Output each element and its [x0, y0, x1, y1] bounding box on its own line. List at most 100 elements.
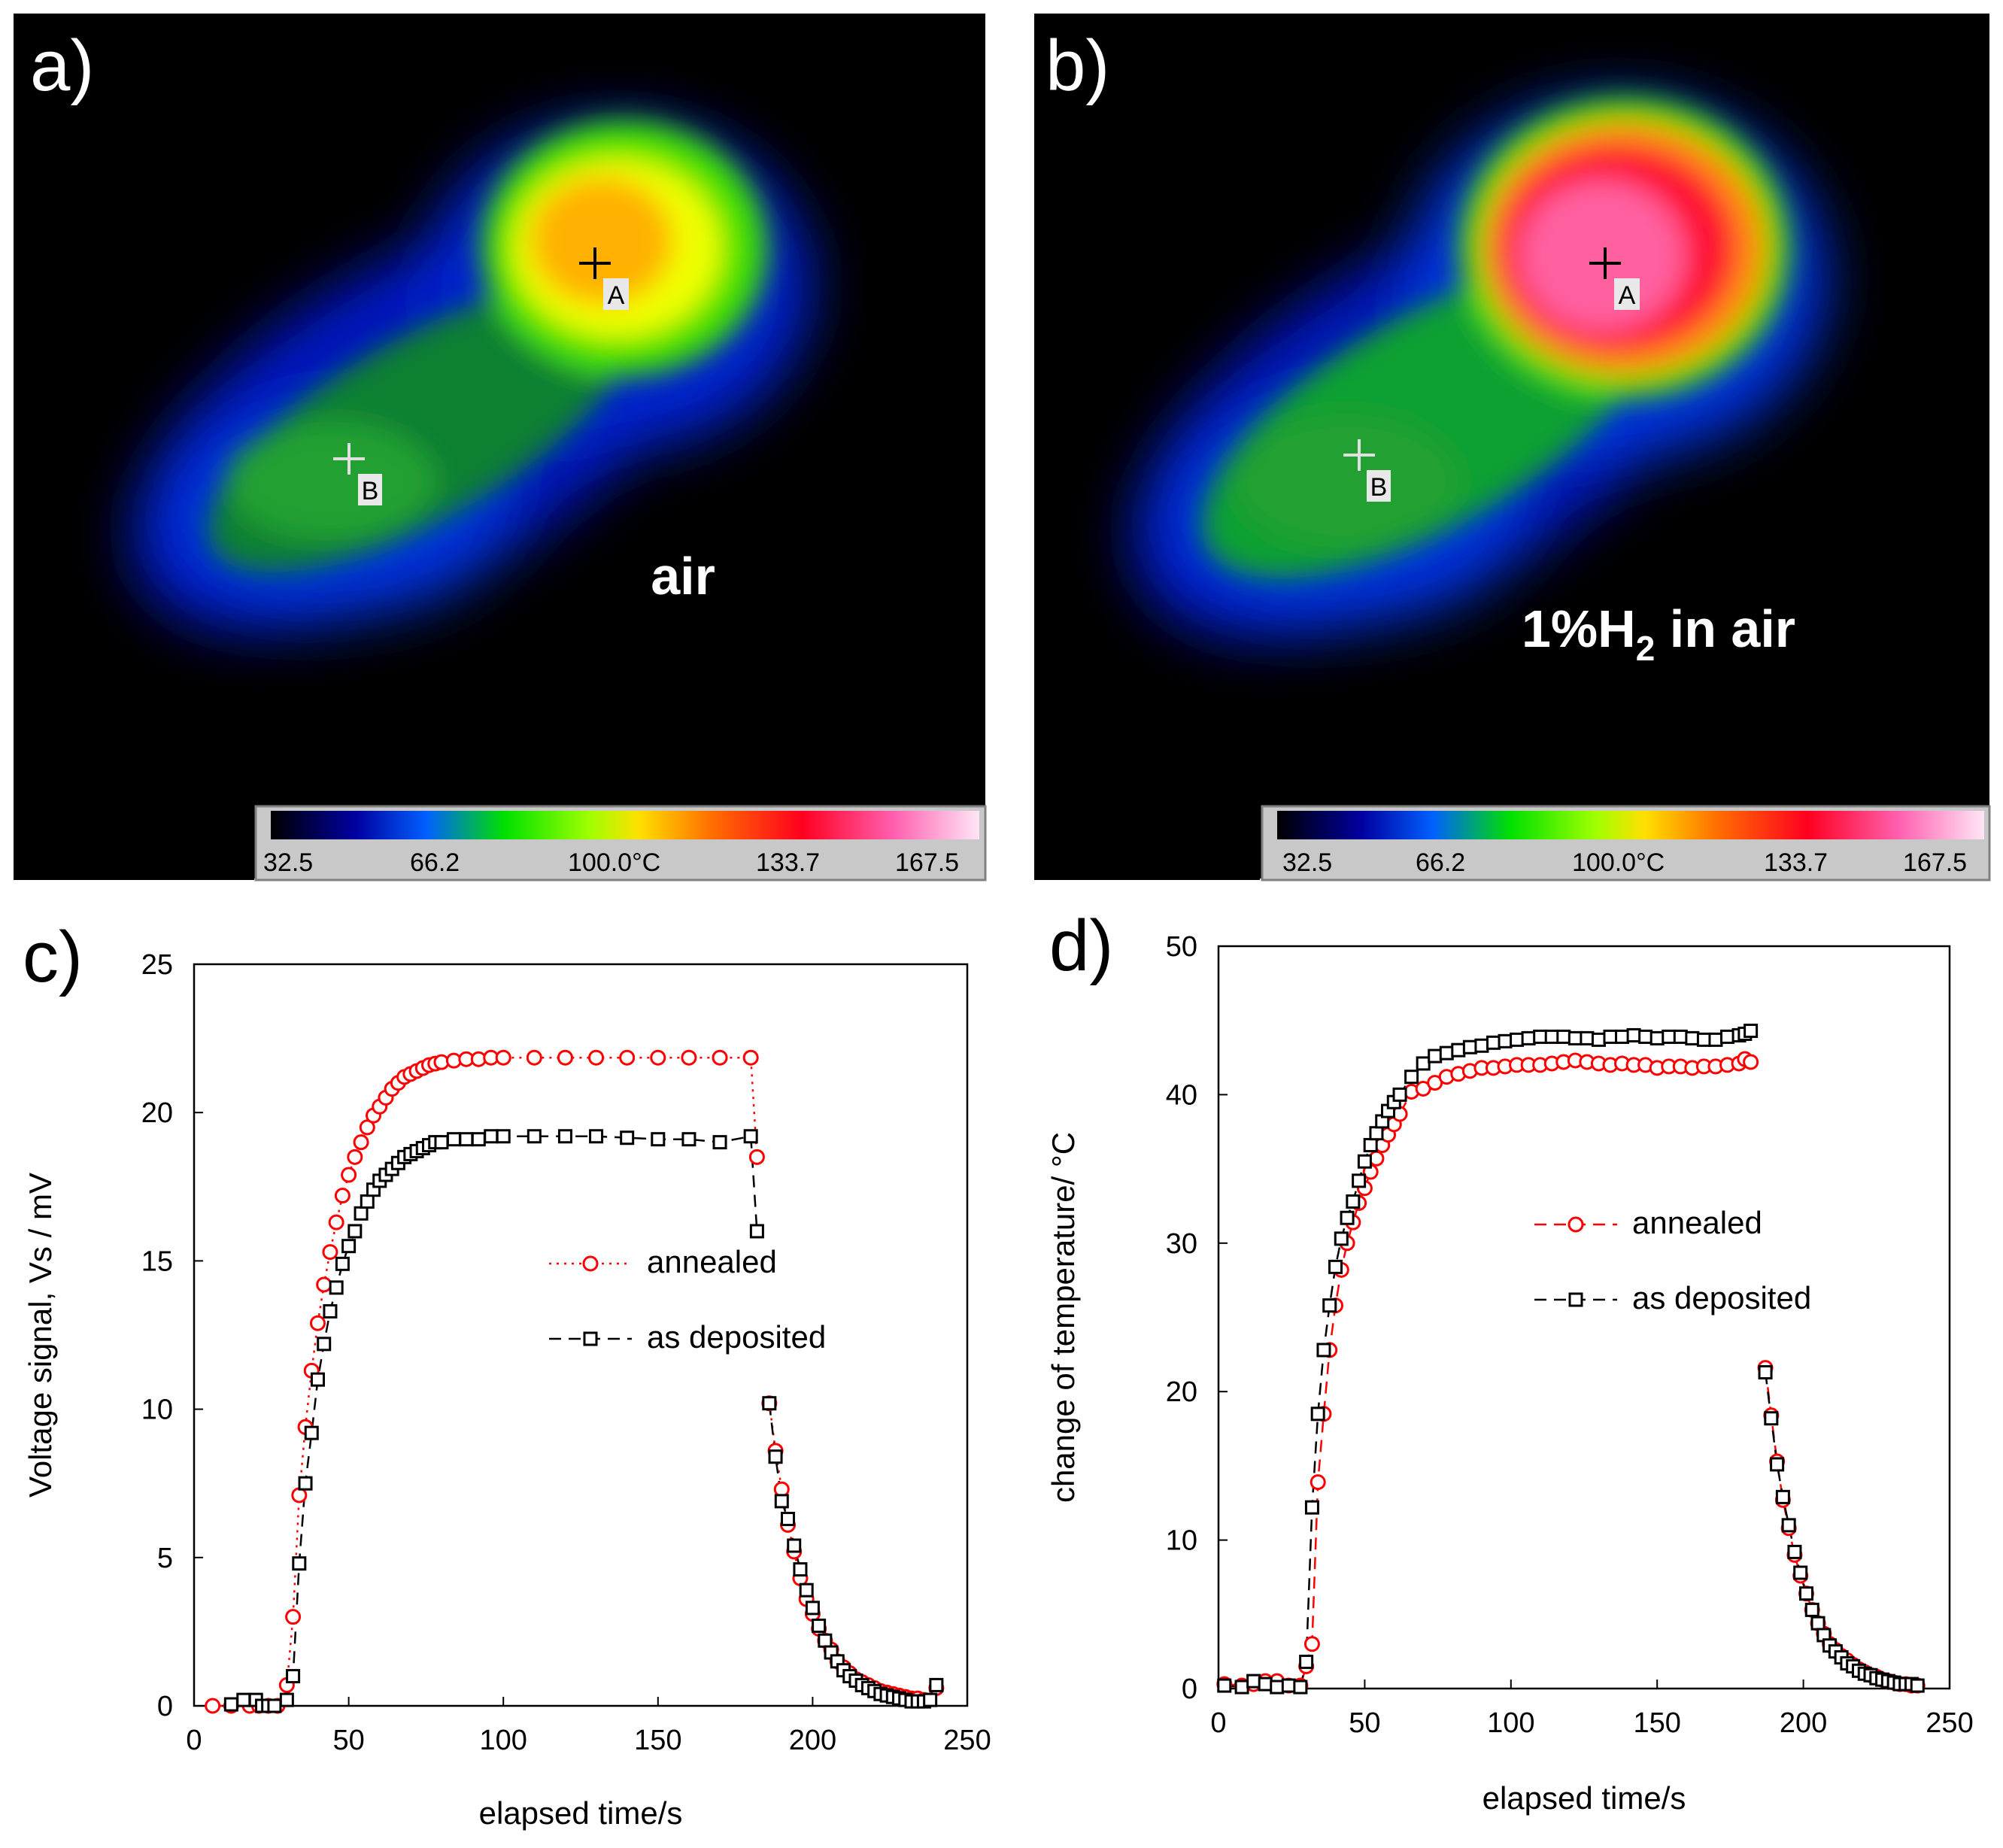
colorbar-a-tick-2: 100.0°C [568, 848, 660, 877]
chart-c-point-annealed [347, 1149, 363, 1165]
chart-d-point-annealed [1310, 1474, 1326, 1491]
chart-c-xlabel: elapsed time/s [479, 1795, 683, 1831]
chart-c-point-annealed [309, 1315, 326, 1331]
chart-d-point-as-deposited [1810, 1616, 1825, 1631]
marker-b-A [1589, 247, 1621, 279]
chart-c-xtick-label: 200 [789, 1725, 836, 1756]
chart-d-point-as-deposited [1567, 1030, 1583, 1045]
chart-d-point-as-deposited [1544, 1029, 1559, 1044]
chart-d-point-as-deposited [1638, 1029, 1653, 1044]
marker-b-A-label: A [1619, 281, 1636, 310]
chart-c-point-annealed [285, 1609, 302, 1625]
chart-c-point-as-deposited [484, 1129, 499, 1144]
chart-d-point-as-deposited [1451, 1042, 1466, 1058]
chart-c-legend-label: as deposited [647, 1319, 826, 1355]
chart-c-point-as-deposited [793, 1562, 808, 1577]
chart-d-ytick-label: 50 [1166, 931, 1197, 963]
chart-c-point-as-deposited [749, 1224, 764, 1239]
chart-d-point-as-deposited [1626, 1027, 1641, 1042]
chart-c-point-as-deposited [805, 1601, 820, 1616]
chart-c-point-as-deposited [286, 1669, 301, 1684]
chart-c-point-as-deposited [459, 1132, 474, 1147]
chart-d-xtick-label: 100 [1487, 1707, 1534, 1739]
chart-c-point-as-deposited [317, 1337, 332, 1352]
chart-d-point-as-deposited [1615, 1029, 1630, 1044]
chart-d-point-as-deposited [1352, 1173, 1367, 1188]
chart-c-point-as-deposited [818, 1633, 833, 1648]
chart-c-point-annealed [619, 1049, 636, 1066]
chart-c-point-as-deposited [496, 1129, 511, 1144]
chart-c-point-annealed [650, 1049, 666, 1066]
chart-d-point-as-deposited [1299, 1654, 1314, 1669]
chart-c-point-as-deposited [279, 1692, 294, 1707]
chart-d-point-as-deposited [1764, 1411, 1779, 1426]
chart-c-point-as-deposited [304, 1425, 319, 1440]
panel-a-condition: air [651, 547, 715, 605]
chart-c: 0 50 100 150 200 250 0 5 10 15 20 25 elapsed time/s V… [23, 949, 991, 1831]
chart-d-point-as-deposited [1787, 1544, 1802, 1559]
chart-c-point-annealed [334, 1188, 351, 1204]
chart-c-legend-marker [582, 1255, 599, 1272]
chart-c-point-annealed [495, 1049, 511, 1066]
chart-c-xtick-label: 250 [943, 1725, 991, 1756]
chart-d-frame [1217, 945, 1951, 1690]
chart-d-ytick-label: 40 [1166, 1079, 1197, 1111]
chart-d-point-as-deposited [1685, 1030, 1700, 1045]
chart-c-ytick-label: 25 [141, 949, 173, 981]
chart-c-point-annealed [328, 1214, 344, 1230]
chart-d-legend-marker [1568, 1292, 1583, 1307]
panel-b-condition: 1%H2 in air [1522, 599, 1795, 668]
chart-c-point-as-deposited [267, 1698, 282, 1713]
chart-c-ytick-label: 5 [157, 1543, 173, 1574]
chart-d-point-as-deposited [1369, 1126, 1384, 1141]
chart-d-xtick-label: 150 [1633, 1707, 1680, 1739]
chart-c-xtick-label: 100 [479, 1725, 527, 1756]
chart-d-series-line-as-deposited [1224, 1030, 1918, 1689]
chart-c-point-as-deposited [929, 1677, 944, 1692]
chart-d-point-as-deposited [1217, 1678, 1232, 1693]
chart-c-point-annealed [588, 1049, 605, 1066]
chart-d-point-as-deposited [1770, 1457, 1785, 1472]
chart-c-point-annealed [316, 1276, 332, 1293]
chart-c-point-annealed [748, 1149, 765, 1165]
marker-a-A-label: A [608, 281, 625, 310]
chart-c-point-as-deposited [446, 1132, 461, 1147]
chart-d-xtick-label: 250 [1926, 1707, 1973, 1739]
chart-d-xtick-label: 50 [1349, 1707, 1380, 1739]
chart-d-point-as-deposited [1258, 1677, 1273, 1692]
colorbar-b-tick-3: 133.7 [1764, 848, 1828, 877]
chart-c-point-as-deposited [434, 1135, 449, 1150]
chart-c-ytick-label: 20 [141, 1097, 173, 1129]
chart-c-point-annealed [205, 1698, 221, 1714]
chart-c-point-as-deposited [762, 1396, 777, 1411]
colorbar-a-tick-4: 167.5 [895, 848, 959, 877]
chart-c-point-as-deposited [360, 1194, 375, 1209]
chart-d-ylabel: change of temperature/ °C [1046, 1132, 1081, 1503]
panel-b-label: b) [1046, 26, 1109, 106]
chart-d-point-as-deposited [1439, 1045, 1454, 1061]
chart-c-legend-label: annealed [647, 1244, 777, 1279]
chart-d-point-as-deposited [1328, 1259, 1343, 1274]
marker-b-B-label: B [1370, 473, 1388, 502]
chart-d-point-as-deposited [1910, 1678, 1925, 1693]
chart-d-point-as-deposited [1758, 1365, 1773, 1380]
marker-b-B [1343, 439, 1375, 471]
chart-c-xtick-label: 50 [332, 1725, 364, 1756]
chart-c-point-as-deposited [527, 1129, 542, 1144]
thermal-image-b: 32.5 66.2 100.0°C 133.7 167.5 A B b) 1%H… [1034, 14, 1991, 882]
chart-d-legend-label: as deposited [1632, 1280, 1811, 1315]
chart-d-panel-label: d) [1049, 906, 1113, 986]
chart-c-point-as-deposited [298, 1476, 313, 1491]
chart-c-point-annealed [322, 1244, 338, 1261]
chart-d-point-as-deposited [1775, 1489, 1790, 1504]
chart-d-point-as-deposited [1486, 1035, 1501, 1050]
chart-d-ytick-label: 20 [1166, 1376, 1197, 1408]
chart-c-point-as-deposited [781, 1512, 796, 1527]
chart-c-point-as-deposited [712, 1135, 727, 1150]
chart-d-point-as-deposited [1281, 1678, 1296, 1693]
colorbar-a-tick-0: 32.5 [263, 848, 313, 877]
chart-c-point-as-deposited [557, 1129, 572, 1144]
colorbar-b: 32.5 66.2 100.0°C 133.7 167.5 [1261, 805, 1991, 882]
chart-c-point-as-deposited [236, 1692, 251, 1707]
chart-d-point-as-deposited [1310, 1406, 1325, 1422]
